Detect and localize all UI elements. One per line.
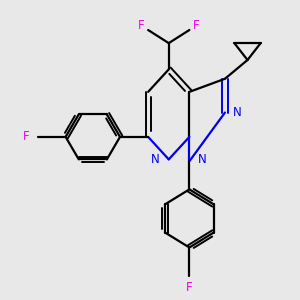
Text: F: F [193, 19, 200, 32]
Text: N: N [233, 106, 242, 119]
Text: N: N [198, 153, 206, 166]
Text: F: F [186, 281, 193, 294]
Text: N: N [151, 153, 159, 166]
Text: F: F [23, 130, 30, 143]
Text: F: F [138, 19, 145, 32]
